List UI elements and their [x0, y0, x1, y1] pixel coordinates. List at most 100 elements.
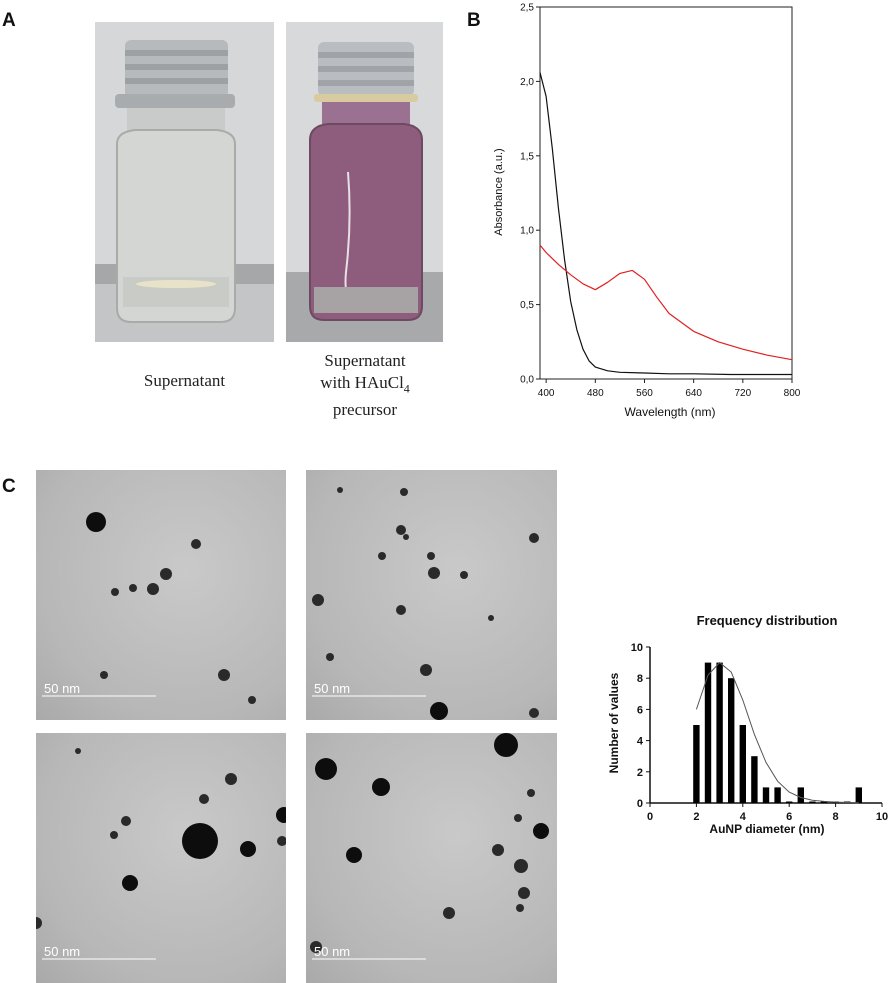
nanoparticle [129, 584, 137, 592]
nanoparticle [240, 841, 256, 857]
nanoparticle [310, 941, 322, 953]
nanoparticle [488, 615, 494, 621]
nanoparticle [110, 831, 118, 839]
histogram-bar [797, 787, 804, 803]
caption-supernatant-with-precursor: Supernatant with HAuCl4 precursor [280, 350, 450, 421]
uv-vis-y-tick-label: 1,0 [520, 226, 534, 237]
nanoparticle [372, 778, 390, 796]
histogram-x-tick-label: 8 [833, 811, 839, 823]
histogram-x-axis-label: AuNP diameter (nm) [709, 822, 824, 836]
uv-vis-y-tick-label: 0,0 [520, 375, 534, 386]
uv-vis-series-line-2 [539, 244, 793, 361]
tem-micrograph-1: 50 nm [36, 470, 286, 720]
uv-vis-y-axis-label: Absorbance (a.u.) [493, 148, 505, 235]
uv-vis-plot-frame [539, 6, 793, 380]
uv-vis-x-tick-label: 480 [587, 388, 604, 399]
nanoparticle [86, 512, 106, 532]
nanoparticle [75, 748, 81, 754]
histogram-bar [855, 787, 862, 803]
histogram-y-tick-label: 2 [637, 767, 643, 779]
histogram-bar [704, 662, 712, 803]
vial-photo-with-precursor [286, 22, 443, 342]
panel-label-a: A [2, 10, 16, 31]
nanoparticle [111, 588, 119, 596]
histogram-y-tick-label: 8 [637, 673, 643, 685]
caption-line-3: precursor [332, 400, 398, 420]
nanoparticle [199, 794, 209, 804]
nanoparticle [218, 669, 230, 681]
uv-vis-y-tick-label: 1,5 [520, 151, 534, 162]
tem-micrograph-3: 50 nm [36, 733, 286, 983]
histogram-x-tick-label: 0 [647, 811, 653, 823]
uv-vis-y-tick-label: 2,5 [520, 3, 534, 14]
histogram-bar [820, 801, 828, 803]
nanoparticle [160, 568, 172, 580]
nanoparticle [337, 487, 343, 493]
nanoparticle [527, 789, 535, 797]
nanoparticle [514, 814, 522, 822]
nanoparticle [494, 733, 518, 757]
caption-line-2-text: with HAuCl [320, 373, 404, 392]
nanoparticle [529, 533, 539, 543]
size-frequency-histogram: Frequency distribution 0 2 4 6 8 10 0 2 4 6 8 10 Au… [607, 613, 888, 836]
histogram-y-axis-label: Number of values [607, 672, 621, 773]
vial-photo-supernatant [95, 22, 274, 342]
nanoparticle [122, 875, 138, 891]
histogram-x-tick-label: 2 [693, 811, 699, 823]
tem-micrograph-2: 50 nm [306, 470, 557, 720]
histogram-bar [762, 787, 770, 803]
nanoparticle [182, 823, 218, 859]
nanoparticle [100, 671, 108, 679]
uv-vis-y-tick-label: 2,0 [520, 77, 534, 88]
clear-vial-image [95, 22, 274, 342]
nanoparticle [277, 836, 286, 846]
tem-micrograph-4: 50 nm [306, 733, 557, 983]
histogram-bar [739, 725, 746, 803]
nanoparticle [276, 807, 286, 823]
nanoparticle [529, 708, 539, 718]
histogram-bar [751, 756, 758, 803]
caption-line-2: with HAuCl4 [280, 372, 450, 399]
nanoparticle [121, 816, 131, 826]
caption-supernatant: Supernatant [143, 371, 226, 390]
uv-vis-x-tick-label: 560 [636, 388, 653, 399]
nanoparticle [315, 758, 337, 780]
nanoparticle [430, 702, 448, 720]
nanoparticle [346, 847, 362, 863]
uv-vis-x-tick-label: 640 [685, 388, 702, 399]
uv-vis-series-line-1 [539, 72, 792, 376]
histogram-y-tick-label: 6 [637, 704, 643, 716]
histogram-bar [716, 662, 723, 803]
scale-bar-label: 50 nm [44, 944, 81, 959]
histogram-x-tick-label: 6 [786, 811, 792, 823]
histogram-x-tick-label: 10 [876, 811, 888, 823]
panel-label-b: B [467, 10, 481, 31]
histogram-title: Frequency distribution [697, 613, 838, 628]
nanoparticle [225, 773, 237, 785]
caption-line-2-subscript: 4 [403, 381, 410, 396]
histogram-y-tick-label: 10 [631, 642, 643, 654]
nanoparticle [533, 823, 549, 839]
nanoparticle [36, 917, 42, 929]
histogram-y-tick-label: 4 [637, 736, 644, 748]
panel-label-c: C [2, 476, 16, 497]
histogram-x-tick-label: 4 [740, 811, 747, 823]
nanoparticle [400, 488, 408, 496]
histogram-bar [774, 787, 781, 803]
uv-vis-absorbance-chart: 400 480 560 640 720 800 0,0 0,5 1,0 1,5 2,0 2,5 Wav… [493, 3, 801, 420]
nanoparticle [443, 907, 455, 919]
histogram-fit-curve [695, 661, 859, 804]
uv-vis-x-tick-label: 400 [538, 388, 555, 399]
nanoparticle [427, 552, 435, 560]
uv-vis-x-tick-label: 720 [734, 388, 751, 399]
scale-bar-label: 50 nm [314, 681, 351, 696]
nanoparticle [191, 539, 201, 549]
nanoparticle [147, 583, 159, 595]
nanoparticle [396, 525, 406, 535]
nanoparticle [428, 567, 440, 579]
histogram-bar [786, 801, 793, 803]
nanoparticle [420, 664, 432, 676]
nanoparticle [378, 552, 386, 560]
scale-bar-label: 50 nm [314, 944, 351, 959]
caption-line-1: Supernatant [324, 351, 406, 370]
